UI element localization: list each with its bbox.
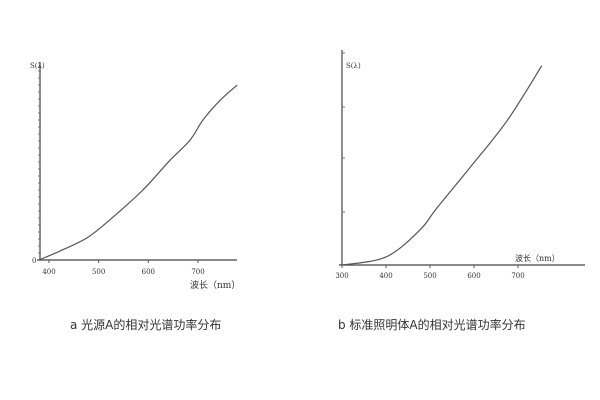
x-tick-label: 400 bbox=[379, 272, 392, 280]
y-axis-label: S(λ) bbox=[346, 62, 361, 70]
x-tick-label: 600 bbox=[467, 272, 480, 280]
x-tick-label: 700 bbox=[511, 272, 524, 280]
x-axis-label: 波长（nm） bbox=[515, 253, 560, 263]
x-tick-label: 600 bbox=[142, 268, 155, 276]
spectral-curve bbox=[38, 84, 238, 261]
y-tick-label: 0 bbox=[32, 257, 36, 265]
y-axis-label: S(λ) bbox=[30, 62, 45, 70]
x-tick-label: 400 bbox=[42, 268, 55, 276]
caption-b: b 标准照明体A的相对光谱功率分布 bbox=[338, 318, 526, 332]
chart-b: S(λ) 波长（nm） 300 400 500 600 700 bbox=[335, 50, 585, 280]
x-tick-label: 500 bbox=[92, 268, 105, 276]
spectral-curve bbox=[341, 65, 543, 266]
chart-a: 0 S(λ) 波长（nm） 400 500 600 700 bbox=[30, 62, 240, 291]
x-axis-label: 波长（nm） bbox=[190, 279, 240, 291]
x-tick-label: 300 bbox=[335, 272, 348, 280]
x-tick-label: 700 bbox=[191, 268, 204, 276]
x-tick-label: 500 bbox=[423, 272, 436, 280]
caption-a: a 光源A的相对光谱功率分布 bbox=[70, 318, 222, 332]
